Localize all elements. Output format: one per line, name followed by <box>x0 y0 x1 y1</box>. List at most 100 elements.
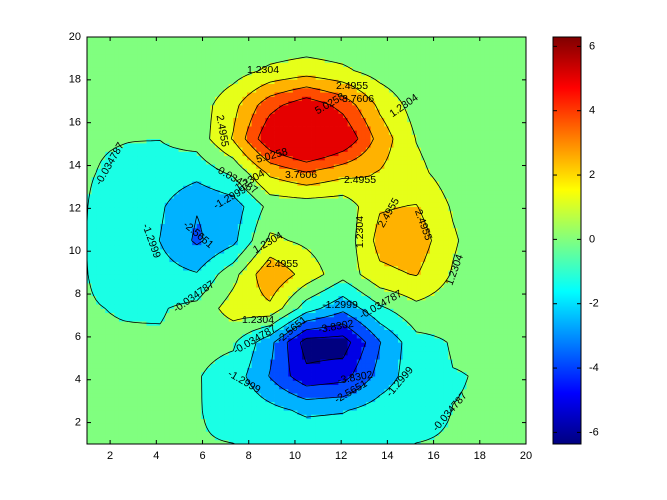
contour-cell <box>242 299 248 305</box>
contour-cell <box>251 418 257 424</box>
contour-cell <box>494 431 500 436</box>
contour-cell <box>228 287 234 292</box>
contour-cell <box>324 376 330 381</box>
contour-cell <box>183 291 189 297</box>
contour-cell <box>384 338 390 343</box>
contour-field <box>87 37 527 445</box>
contour-cell <box>196 338 202 343</box>
contour-cell <box>516 418 522 424</box>
contour-cell <box>388 325 394 330</box>
contour-cell <box>242 359 248 364</box>
contour-cell <box>407 282 413 288</box>
contour-cell <box>173 431 179 436</box>
contour-cell <box>160 371 166 377</box>
contour-cell <box>237 371 243 377</box>
contour-cell <box>420 329 426 335</box>
contour-cell <box>256 427 262 432</box>
contour-cell <box>100 282 106 288</box>
contour-cell <box>448 291 454 297</box>
contour-cell <box>480 240 486 246</box>
contour-cell <box>173 282 179 288</box>
contour-cell <box>475 359 481 364</box>
contour-cell <box>439 388 445 394</box>
contour-cell <box>228 270 234 275</box>
contour-cell <box>429 253 435 258</box>
contour-cell <box>324 346 330 352</box>
contour-cell <box>251 240 257 246</box>
contour-cell <box>338 282 344 288</box>
contour-cell <box>178 270 184 275</box>
contour-cell <box>224 354 230 360</box>
contour-cell <box>279 359 285 364</box>
contour-cell <box>237 299 243 305</box>
contour-cell <box>91 270 97 275</box>
contour-cell <box>201 304 207 309</box>
contour-cell <box>173 223 179 229</box>
contour-cell <box>416 338 422 343</box>
contour-cell <box>393 325 399 330</box>
contour-cell <box>461 274 467 280</box>
contour-cell <box>466 316 472 322</box>
contour-cell <box>315 363 321 369</box>
contour-cell <box>105 265 111 271</box>
contour-cell <box>448 240 454 246</box>
contour-cell <box>219 401 225 407</box>
contour-cell <box>151 316 157 322</box>
contour-cell <box>375 321 381 326</box>
contour-cell <box>393 388 399 394</box>
contour-cell <box>242 244 248 250</box>
contour-cell <box>361 439 367 445</box>
contour-cell <box>91 371 97 377</box>
contour-cell <box>297 232 303 237</box>
contour-cell <box>466 359 472 364</box>
contour-cell <box>475 308 481 314</box>
contour-cell <box>109 308 115 314</box>
contour-cell <box>393 410 399 415</box>
contour-cell <box>118 274 124 280</box>
contour-cell <box>205 308 211 314</box>
contour-cell <box>260 240 266 246</box>
contour-cell <box>475 304 481 309</box>
contour-cell <box>128 376 134 381</box>
contour-cell <box>219 278 225 284</box>
contour-cell <box>429 325 435 330</box>
contour-cell <box>434 299 440 305</box>
contour-cell <box>192 410 198 415</box>
contour-cell <box>507 388 513 394</box>
contour-cell <box>151 248 157 254</box>
contour-cell <box>109 435 115 441</box>
contour-cell <box>461 388 467 394</box>
contour-cell <box>452 405 458 411</box>
contour-cell <box>471 380 477 386</box>
contour-cell <box>292 405 298 411</box>
contour-cell <box>169 414 175 420</box>
contour-cell <box>274 312 280 318</box>
contour-cell <box>210 363 216 369</box>
contour-cell <box>283 333 289 339</box>
contour-cell <box>210 333 216 339</box>
contour-cell <box>370 405 376 411</box>
contour-cell <box>256 350 262 356</box>
contour-cell <box>301 232 307 237</box>
contour-cell <box>169 206 175 212</box>
contour-cell <box>233 405 239 411</box>
contour-cell <box>457 282 463 288</box>
contour-cell <box>352 274 358 280</box>
contour-cell <box>361 410 367 415</box>
contour-cell <box>210 329 216 335</box>
contour-cell <box>233 215 239 220</box>
contour-cell <box>269 316 275 322</box>
contour-cell <box>315 431 321 436</box>
contour-cell <box>375 350 381 356</box>
contour-cell <box>507 299 513 305</box>
contour-cell <box>274 210 280 216</box>
contour-cell <box>457 308 463 314</box>
contour-cell <box>324 274 330 280</box>
contour-cell <box>187 410 193 415</box>
contour-cell <box>393 405 399 411</box>
contour-cell <box>512 291 518 297</box>
contour-cell <box>283 304 289 309</box>
contour-cell <box>100 380 106 386</box>
contour-cell <box>178 393 184 398</box>
contour-cell <box>233 312 239 318</box>
